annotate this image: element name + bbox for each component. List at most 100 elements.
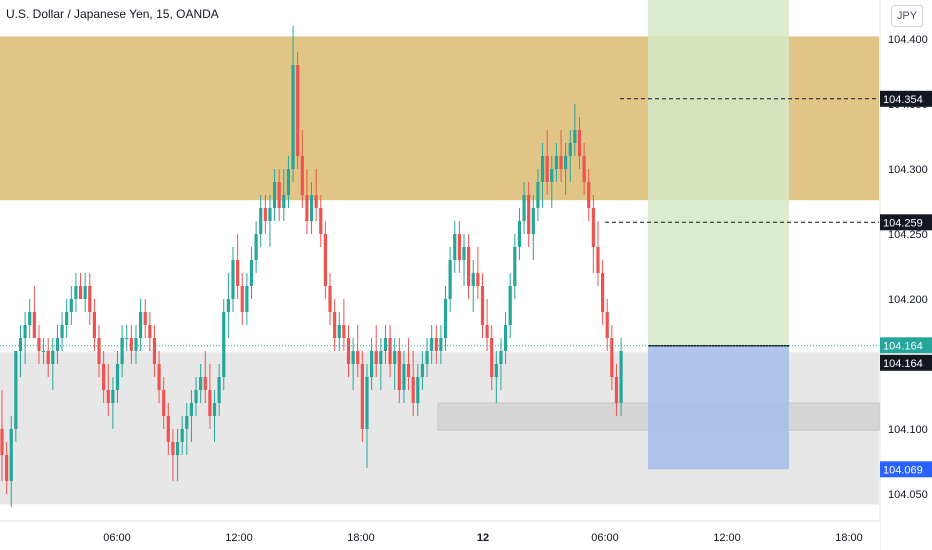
time-tick-label: 18:00 xyxy=(835,532,863,544)
price-tick-label: 104.200 xyxy=(888,294,928,306)
candle-body xyxy=(596,247,600,273)
candle-body xyxy=(577,130,582,156)
candle-body xyxy=(41,351,46,352)
candle-body xyxy=(189,403,194,416)
candle-body xyxy=(236,260,240,286)
candle-body xyxy=(610,338,614,377)
candle-body xyxy=(249,260,254,286)
candle-body xyxy=(522,195,526,221)
candle-body xyxy=(351,351,355,364)
candle-body xyxy=(254,234,258,260)
time-axis-bg xyxy=(0,521,880,550)
candle-body xyxy=(346,338,351,364)
price-label: 104.354 xyxy=(883,94,923,106)
currency-badge[interactable]: JPY xyxy=(891,5,923,27)
candle-body xyxy=(23,325,27,338)
candle-body xyxy=(185,416,189,429)
candle-body xyxy=(393,351,397,364)
candle-body xyxy=(129,338,133,351)
candle-body xyxy=(259,208,263,234)
candle-body xyxy=(134,338,138,351)
candle-body xyxy=(277,182,281,208)
price-label-bg xyxy=(880,214,932,231)
price-tick-label: 104.300 xyxy=(888,164,928,176)
candle-body xyxy=(328,286,332,312)
candle-body xyxy=(540,156,545,182)
candle-body xyxy=(97,338,101,364)
candle-body xyxy=(199,377,203,390)
candle-body xyxy=(360,364,364,429)
candle-body xyxy=(14,351,18,429)
time-axis: 06:00 12:00 18:00 12 06:00 12:00 18:00 xyxy=(0,520,880,550)
time-tick-label: 06:00 xyxy=(591,532,619,544)
candle-body xyxy=(217,377,221,403)
candle-body xyxy=(564,156,568,169)
candle-body xyxy=(416,377,420,403)
candle-body xyxy=(78,286,83,299)
candle-body xyxy=(430,338,434,351)
candle-body xyxy=(5,455,9,481)
candle-body xyxy=(601,273,605,312)
candle-body xyxy=(337,325,341,338)
candle-body xyxy=(268,208,272,221)
candle-body xyxy=(194,390,198,403)
candle-body xyxy=(605,312,609,338)
candle-body xyxy=(46,351,50,364)
candle-body xyxy=(559,156,563,169)
candle-body xyxy=(157,364,161,390)
candle-body xyxy=(527,195,531,234)
candle-body xyxy=(120,338,124,364)
candle-body xyxy=(319,208,323,234)
candle-body xyxy=(425,351,429,364)
price-tick-label: 104.250 xyxy=(888,229,928,241)
candle-body xyxy=(83,286,87,299)
candle-body xyxy=(166,416,170,442)
candle-body xyxy=(370,351,374,377)
time-tick-label: 18:00 xyxy=(347,532,375,544)
candle-body xyxy=(152,338,157,364)
price-label-bg xyxy=(880,461,932,478)
candle-body xyxy=(139,312,143,338)
time-tick-label: 06:00 xyxy=(103,532,131,544)
candle-body xyxy=(614,377,619,403)
candle-body xyxy=(619,351,623,403)
candle-body xyxy=(517,221,522,247)
price-tick-label: 104.050 xyxy=(888,489,928,501)
candle-body xyxy=(69,299,73,312)
candle-body xyxy=(490,338,494,377)
candle-body xyxy=(443,299,448,338)
candle-body xyxy=(245,286,249,312)
candle-body xyxy=(115,364,120,390)
candle-body xyxy=(208,390,212,416)
price-label: 104.259 xyxy=(883,217,923,229)
candle-body xyxy=(171,442,175,455)
candle-body xyxy=(300,156,304,195)
candle-body xyxy=(453,234,457,260)
candle-body xyxy=(508,286,512,325)
candle-body xyxy=(32,312,36,338)
candle-body xyxy=(60,325,64,338)
position-tool xyxy=(648,0,789,470)
candle-body xyxy=(51,351,55,364)
candle-body xyxy=(282,195,286,208)
candle-body xyxy=(587,182,591,208)
candle-body xyxy=(356,351,360,364)
position-loss-area xyxy=(648,345,789,470)
candle-body xyxy=(420,364,425,377)
candle-body xyxy=(550,169,554,182)
candle-body xyxy=(365,377,369,429)
candle-body xyxy=(231,260,235,299)
candle-body xyxy=(591,208,595,247)
price-tick-label: 104.100 xyxy=(888,424,928,436)
candle-body xyxy=(180,429,184,442)
candle-body xyxy=(397,351,401,390)
candle-body xyxy=(434,338,438,351)
candle-body xyxy=(226,299,230,312)
candle-body xyxy=(305,195,309,221)
price-label: 104.164 xyxy=(883,358,923,370)
candle-body xyxy=(286,169,291,195)
candle-body xyxy=(374,351,378,364)
candle-body xyxy=(582,156,586,182)
candle-body xyxy=(9,429,13,481)
